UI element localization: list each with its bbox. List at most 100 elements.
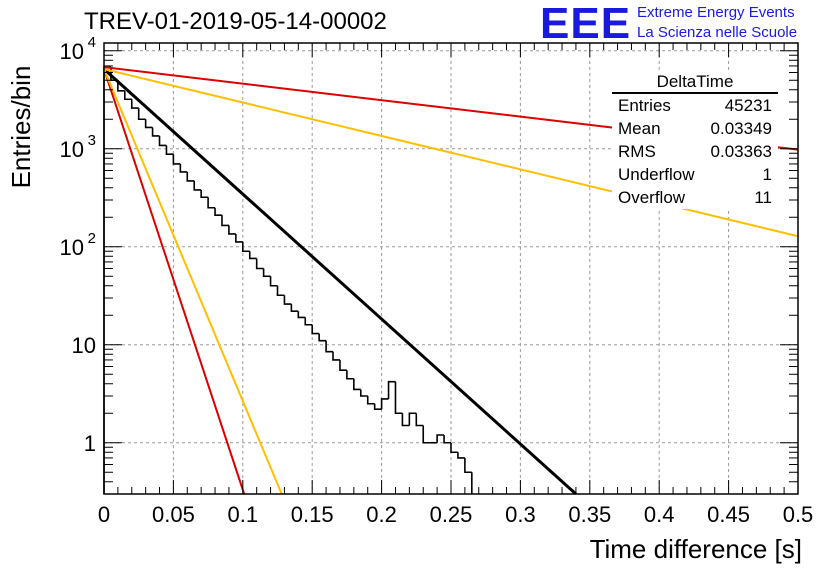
histogram-bin <box>359 389 368 397</box>
stats-row: Entries 45231 <box>612 94 778 117</box>
y-tick-label: 1 <box>84 431 96 456</box>
histogram-bin <box>137 108 146 121</box>
x-tick-label: 0.15 <box>291 502 334 527</box>
stats-box: DeltaTime Entries 45231 Mean 0.03349 RMS… <box>612 72 778 209</box>
histogram-bin <box>165 145 174 155</box>
histogram-bin <box>373 403 382 411</box>
stats-title: DeltaTime <box>612 72 778 94</box>
histogram-bin <box>436 434 445 443</box>
histogram-bin <box>353 378 361 391</box>
x-tick-label: 0.25 <box>430 502 473 527</box>
stats-label: Entries <box>618 96 671 115</box>
y-axis-label-wrap: Entries/bin <box>6 66 36 189</box>
histogram-bin <box>262 268 271 278</box>
y-tick-exponent: 2 <box>88 230 96 247</box>
histogram-bin <box>297 311 306 319</box>
histogram-bin <box>186 171 195 182</box>
histogram-bin <box>450 442 458 454</box>
histogram-bin <box>124 90 132 101</box>
histogram-bin <box>276 285 285 297</box>
histogram-bin <box>464 457 472 474</box>
chart-title: TREV-01-2019-05-14-00002 <box>84 8 387 35</box>
histogram-bin <box>172 154 181 165</box>
stats-value: 1 <box>762 165 772 184</box>
stats-label: Mean <box>618 119 661 138</box>
histogram-bin <box>290 304 299 313</box>
x-tick-label: 0.1 <box>228 502 259 527</box>
stats-label: RMS <box>618 142 656 161</box>
series-line <box>103 68 283 495</box>
x-tick-label: 0.05 <box>152 502 195 527</box>
y-tick-label: 10 <box>60 235 84 260</box>
histogram-bin <box>117 80 125 92</box>
series-line <box>103 68 246 495</box>
histogram-bin <box>248 251 257 260</box>
histogram-bin <box>130 99 139 109</box>
histogram-bin <box>158 135 167 147</box>
x-tick-label: 0.2 <box>366 502 397 527</box>
x-tick-label: 0.5 <box>783 502 814 527</box>
logo-mark: EEE <box>540 0 632 48</box>
histogram-bin <box>242 241 250 253</box>
histogram-bin <box>235 233 243 243</box>
histogram-bin <box>339 359 347 372</box>
histogram-bin <box>387 380 396 399</box>
histogram-bin <box>179 163 188 173</box>
histogram-bin <box>380 398 389 410</box>
histogram-bin <box>269 276 278 287</box>
histogram-bin <box>457 452 465 459</box>
histogram-bin <box>408 412 417 426</box>
histogram-bin <box>228 225 236 235</box>
stats-row: RMS 0.03363 <box>612 140 778 163</box>
histogram-bin <box>144 119 153 129</box>
histogram-bin <box>332 351 340 361</box>
x-tick-label: 0.45 <box>707 502 750 527</box>
histogram-bin <box>283 295 292 305</box>
histogram-bin <box>346 370 354 380</box>
histogram-bin <box>103 66 111 494</box>
histogram-bin <box>304 317 313 326</box>
histogram-bin <box>318 333 327 342</box>
stats-value: 11 <box>754 188 772 207</box>
histogram-bin <box>311 324 320 335</box>
histogram-bin <box>207 197 216 209</box>
x-axis-label: Time difference [s] <box>589 534 802 564</box>
histogram-bin <box>394 381 403 415</box>
histogram-bin <box>214 207 222 216</box>
stats-row: Underflow 1 <box>612 163 778 186</box>
x-tick-label: 0 <box>98 502 110 527</box>
stats-label: Overflow <box>618 188 686 207</box>
y-tick-label: 10 <box>72 333 96 358</box>
stats-row: Overflow 11 <box>612 186 778 209</box>
x-tick-label: 0.3 <box>505 502 536 527</box>
logo-line2: La Scienza nelle Scuole <box>637 24 798 41</box>
stats-value: 0.03349 <box>710 119 772 138</box>
stats-label: Underflow <box>618 165 695 184</box>
y-tick-exponent: 4 <box>88 34 96 51</box>
histogram-layer <box>103 66 473 494</box>
histogram-bin <box>151 127 160 137</box>
x-tick-label: 0.4 <box>644 502 675 527</box>
histogram-bin <box>443 434 451 444</box>
y-tick-label: 10 <box>60 137 84 162</box>
y-tick-exponent: 3 <box>88 132 96 149</box>
logo-line1: Extreme Energy Events <box>637 4 795 21</box>
y-tick-label: 10 <box>60 39 84 64</box>
histogram-bin <box>200 189 209 199</box>
stats-value: 45231 <box>724 96 772 115</box>
histogram-bin <box>366 396 375 405</box>
histogram-bin <box>221 215 229 227</box>
y-axis-label: Entries/bin <box>6 65 36 189</box>
x-tick-label: 0.35 <box>568 502 611 527</box>
histogram-bin <box>422 425 431 444</box>
histogram-bin <box>401 413 410 427</box>
stats-value: 0.03363 <box>710 142 772 161</box>
series-line <box>102 67 577 496</box>
histogram-bin <box>255 258 264 270</box>
histogram-bin <box>193 180 202 191</box>
x-tick-labels: 0 0.05 0.1 0.15 0.2 0.25 0.3 0.35 0.4 0.45 0.5 <box>98 502 813 527</box>
stats-row: Mean 0.03349 <box>612 117 778 140</box>
histogram-bin <box>325 340 334 353</box>
tick-marks <box>103 43 799 495</box>
